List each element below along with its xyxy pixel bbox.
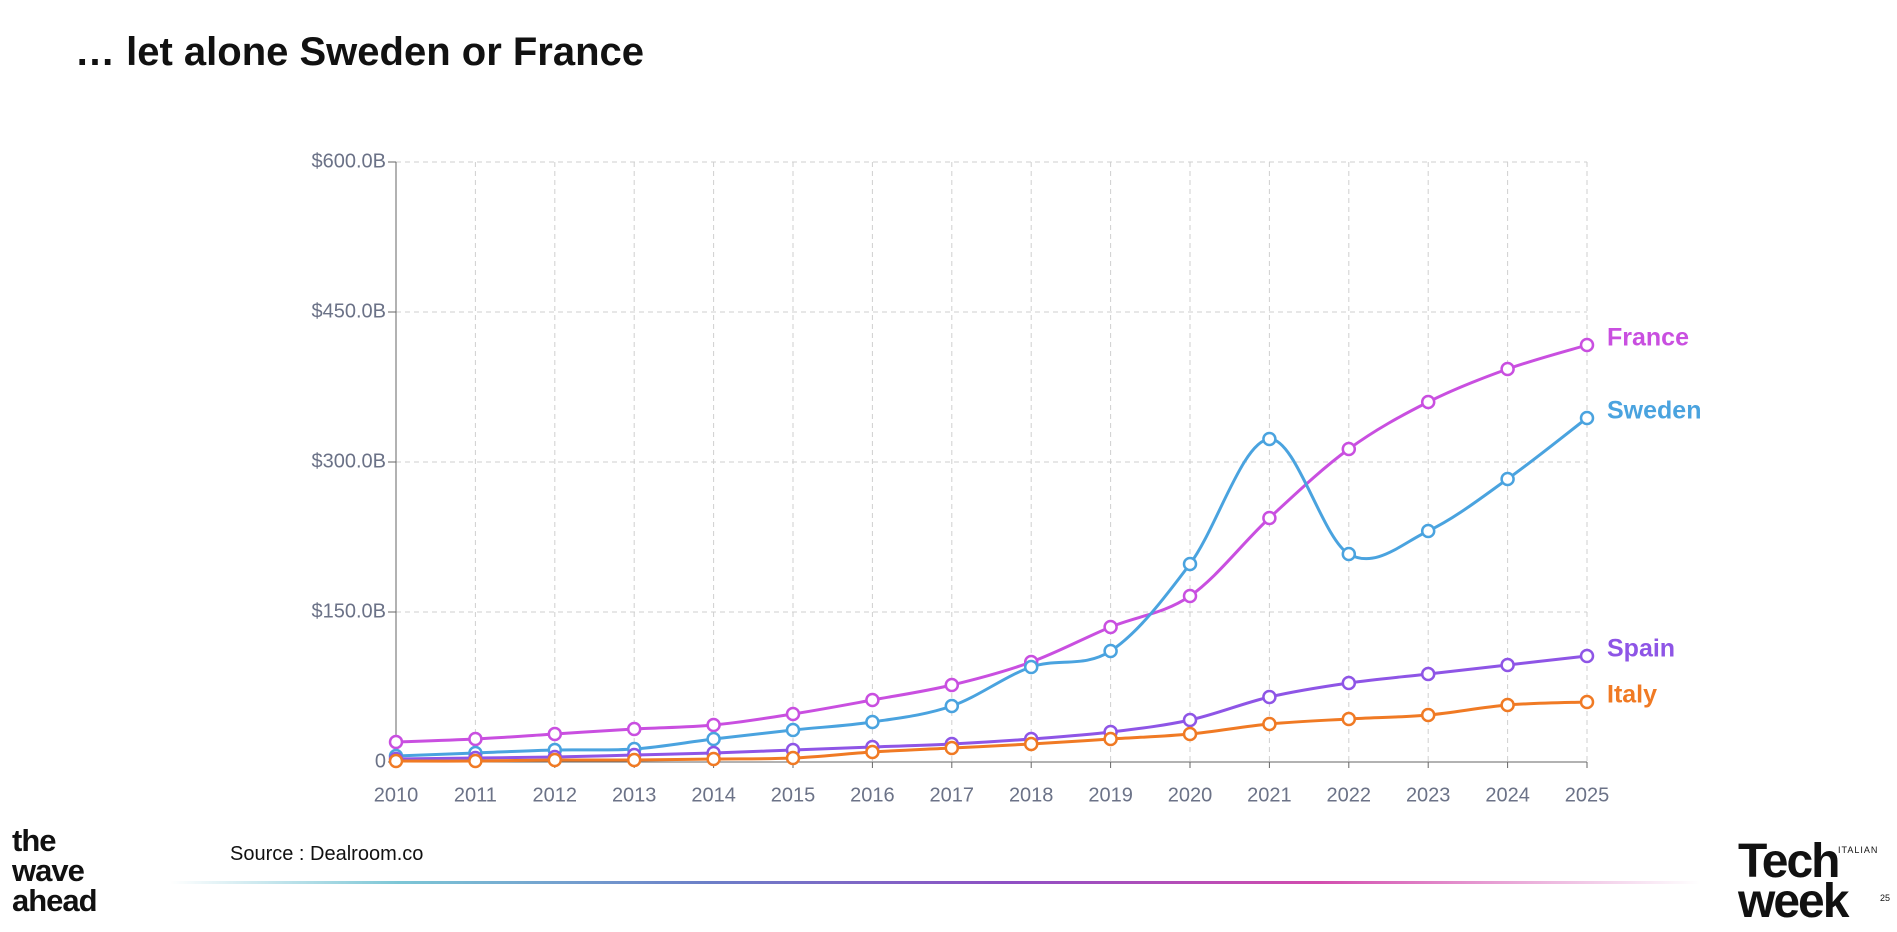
point (1103, 619, 1118, 635)
point (706, 751, 721, 767)
x-tick-label: 2016 (850, 784, 895, 806)
point (1500, 657, 1515, 673)
point (1579, 410, 1595, 426)
title: … let alone Sweden or France (75, 30, 645, 74)
logo-text: 25 (1880, 893, 1891, 903)
point (547, 726, 563, 742)
point (1500, 697, 1515, 713)
source: Source : Dealroom.co (230, 843, 424, 865)
x-tick-label: 2013 (612, 784, 657, 806)
point (944, 698, 960, 714)
point (1023, 659, 1039, 675)
point (1579, 337, 1595, 353)
point (785, 722, 801, 738)
x-tick-label: 2021 (1247, 784, 1292, 806)
logo-text: wave (12, 853, 85, 888)
point (1262, 689, 1277, 705)
line (395, 654, 1588, 761)
logo-right: ITALIAN Tech week 25 (1738, 835, 1890, 928)
x-tick-label: 2019 (1088, 784, 1133, 806)
point (1103, 643, 1118, 659)
x-tick-label: 2025 (1565, 784, 1610, 806)
point (1341, 546, 1357, 562)
point (706, 717, 721, 733)
point (706, 731, 721, 747)
logo-text: Tech (1738, 835, 1840, 888)
point (1103, 731, 1118, 747)
y-tick-label: $300.0B (311, 450, 386, 472)
point (1500, 471, 1515, 487)
point (1341, 441, 1357, 457)
x-tick-label: 2012 (533, 784, 578, 806)
point (785, 706, 801, 722)
point (1579, 694, 1595, 710)
point (626, 721, 642, 737)
point (468, 731, 483, 747)
y-tick-label: 0 (375, 750, 386, 772)
series-label: Sweden (1607, 397, 1701, 425)
point (547, 752, 563, 768)
point (468, 753, 483, 769)
logo-text: ahead (12, 883, 98, 918)
series-label: Spain (1607, 635, 1675, 663)
x-tick-label: 2024 (1485, 784, 1530, 806)
point (1341, 711, 1357, 727)
point (1023, 736, 1039, 752)
point (865, 692, 880, 708)
point (388, 734, 404, 750)
point (388, 753, 404, 769)
x-tick-label: 2010 (374, 784, 419, 806)
series-label: Italy (1607, 681, 1657, 709)
point (785, 750, 801, 766)
x-tick-label: 2020 (1168, 784, 1213, 806)
line (395, 416, 1588, 758)
x-tick-label: 2022 (1327, 784, 1372, 806)
x-tick-label: 2015 (771, 784, 816, 806)
logo-left: the wave ahead (12, 823, 98, 918)
point (1420, 394, 1436, 410)
x-tick-label: 2023 (1406, 784, 1451, 806)
point (944, 677, 960, 693)
logo-text: week (1738, 875, 1849, 928)
gradient-divider (170, 881, 1700, 884)
series-label: France (1607, 324, 1689, 352)
y-tick-label: $600.0B (311, 150, 386, 172)
y-tick-label: $150.0B (311, 600, 386, 622)
point (1262, 431, 1277, 447)
x-tick-label: 2014 (691, 784, 736, 806)
point (1420, 666, 1436, 682)
point (1420, 523, 1436, 539)
point (1182, 556, 1198, 572)
point (1182, 712, 1198, 728)
point (626, 752, 642, 768)
point (865, 744, 880, 760)
point (1262, 716, 1277, 732)
x-tick-label: 2018 (1009, 784, 1054, 806)
point (1182, 588, 1198, 604)
logo-text: ITALIAN (1838, 845, 1879, 855)
point (1262, 510, 1277, 526)
point (1500, 361, 1515, 377)
point (1341, 675, 1357, 691)
y-tick-label: $450.0B (311, 300, 386, 322)
point (865, 714, 880, 730)
point (1182, 726, 1198, 742)
x-tick-label: 2017 (930, 784, 975, 806)
point (944, 740, 960, 756)
point (1420, 707, 1436, 723)
x-tick-label: 2011 (454, 784, 497, 806)
point (1579, 648, 1595, 664)
line (395, 700, 1588, 763)
logo-text: the (12, 823, 56, 858)
